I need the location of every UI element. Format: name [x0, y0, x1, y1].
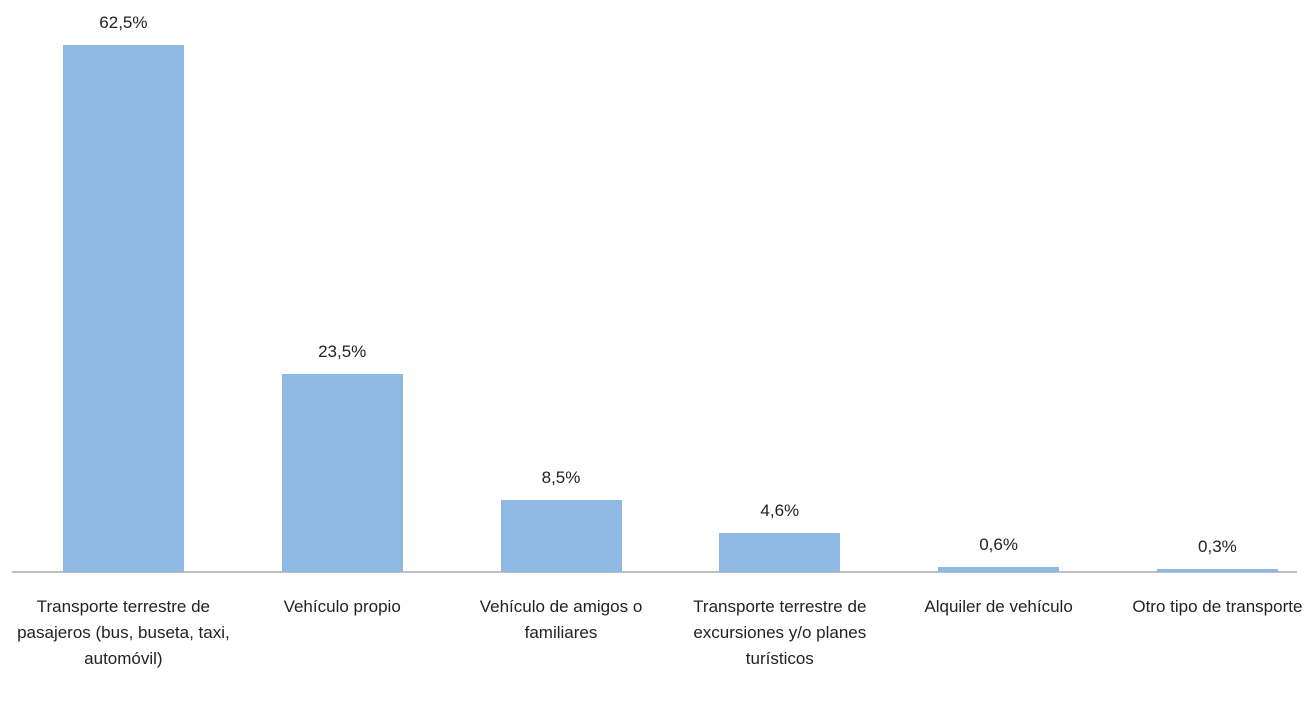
value-label: 0,3% [1198, 537, 1237, 557]
bar [62, 45, 184, 572]
value-label: 0,6% [979, 534, 1018, 554]
x-tick-label: Transporte terrestre de excursiones y/o … [693, 597, 867, 668]
bar [500, 500, 622, 572]
bar [281, 373, 403, 572]
value-label: 23,5% [318, 341, 367, 361]
x-tick-label: Otro tipo de transporte [1132, 597, 1303, 616]
bar [938, 566, 1060, 572]
x-tick-label: Alquiler de vehículo [924, 597, 1073, 616]
bar [1156, 569, 1278, 572]
bar [719, 533, 841, 572]
baseline [12, 571, 1297, 573]
value-label: 62,5% [99, 13, 148, 32]
x-tick-label: Transporte terrestre de pasajeros (bus, … [17, 597, 230, 668]
x-tick-label: Vehículo de amigos o familiares [479, 597, 643, 642]
value-label: 8,5% [541, 468, 581, 488]
value-label: 4,6% [760, 501, 800, 521]
x-tick-label: Vehículo propio [283, 597, 401, 616]
